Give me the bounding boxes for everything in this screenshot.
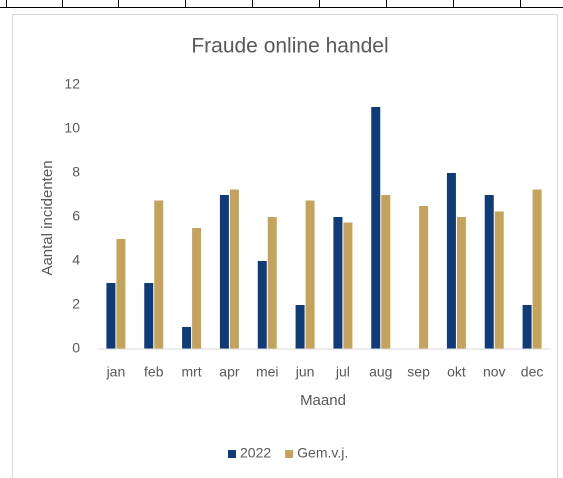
bar <box>182 327 192 349</box>
chart-title: Fraude online handel <box>191 35 388 58</box>
legend-swatch <box>285 450 294 458</box>
y-tick-label: 6 <box>72 208 80 224</box>
bar <box>229 189 239 349</box>
legend-label: 2022 <box>240 445 271 461</box>
bar <box>219 195 229 349</box>
x-tick-label: mei <box>256 364 279 380</box>
bar <box>333 217 343 349</box>
y-tick-label: 0 <box>72 340 80 356</box>
bar <box>494 211 504 349</box>
y-tick-label: 12 <box>64 76 80 92</box>
bar <box>484 195 494 349</box>
bar <box>343 222 353 349</box>
chart-frame <box>12 14 558 478</box>
bar <box>267 217 277 349</box>
y-tick-label: 4 <box>72 252 80 268</box>
x-tick-label: jan <box>106 364 126 380</box>
y-tick-label: 8 <box>72 164 80 180</box>
bar <box>446 173 456 349</box>
bar <box>522 305 532 349</box>
bar <box>116 239 126 349</box>
x-tick-label: apr <box>219 364 240 380</box>
legend-label: Gem.v.j. <box>297 445 348 461</box>
bar <box>419 206 429 349</box>
legend-swatch <box>228 450 236 458</box>
bar <box>106 283 116 349</box>
bar <box>192 228 202 349</box>
bar <box>144 283 154 349</box>
sheet-grid <box>0 0 563 8</box>
x-tick-label: jun <box>295 364 315 380</box>
bar <box>257 261 267 349</box>
x-tick-label: nov <box>483 364 506 380</box>
x-tick-label: jul <box>335 364 350 380</box>
bar <box>532 189 542 349</box>
x-tick-label: sep <box>407 364 430 380</box>
bar <box>154 200 164 349</box>
bar <box>295 305 305 349</box>
y-axis-title: Aantal incidenten <box>39 160 56 275</box>
y-tick-label: 2 <box>72 296 80 312</box>
x-tick-label: feb <box>144 364 164 380</box>
x-axis-title: Maand <box>300 392 346 409</box>
bar <box>371 107 381 349</box>
y-tick-label: 10 <box>64 120 80 136</box>
x-tick-label: aug <box>369 364 392 380</box>
bar <box>381 195 391 349</box>
bar <box>305 200 315 349</box>
x-tick-label: mrt <box>181 364 201 380</box>
x-tick-label: okt <box>447 364 466 380</box>
bar <box>456 217 466 349</box>
x-tick-label: dec <box>521 364 544 380</box>
